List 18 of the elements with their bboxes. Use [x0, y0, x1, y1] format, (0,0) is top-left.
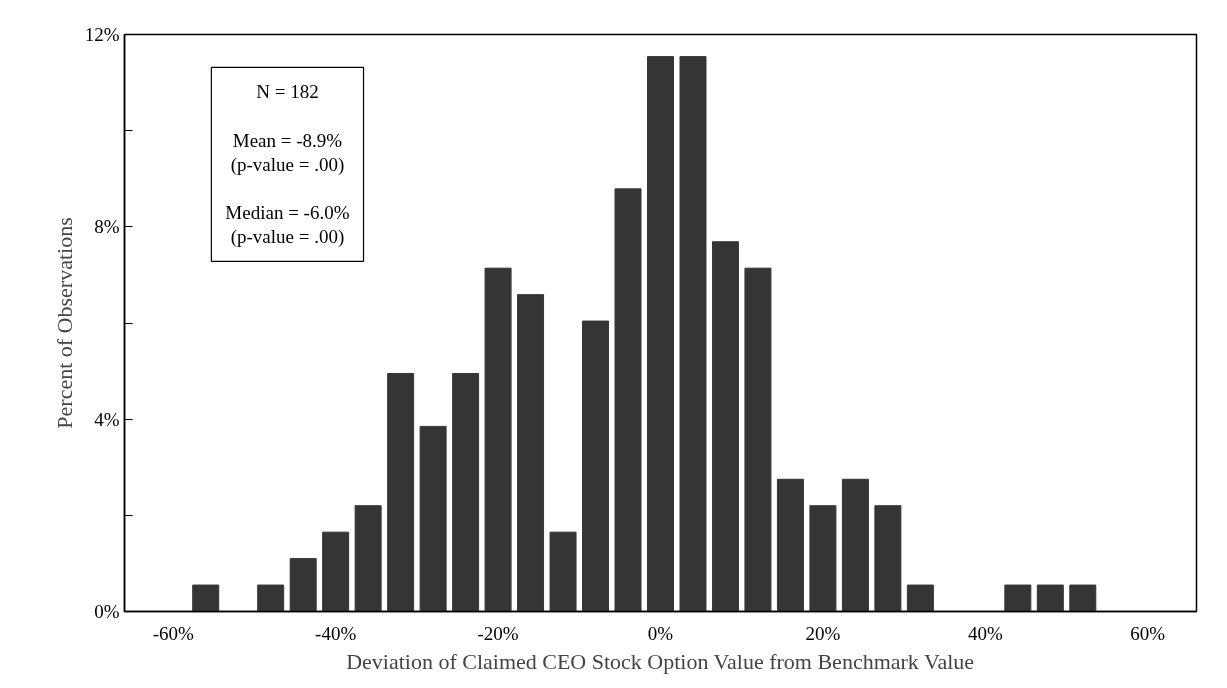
y-tick-label: 0% — [94, 601, 120, 622]
annotation: (p-value = .00) — [230, 226, 345, 249]
y-tick-label: 12% — [84, 24, 120, 45]
x-tick-label: 20% — [805, 622, 841, 644]
annotation: N = 182 — [256, 81, 319, 103]
x-tick-label: 0% — [647, 622, 674, 644]
x-tick-label: -20% — [477, 622, 519, 644]
annotation: Mean = -8.9% — [232, 129, 343, 151]
x-tick-label: -40% — [315, 622, 357, 644]
x-tick-label: 40% — [967, 622, 1003, 644]
x-tick-label: -60% — [152, 622, 194, 644]
x-tick-label: 60% — [1130, 622, 1166, 644]
y-tick-label: 4% — [94, 408, 120, 430]
annotation: (p-value = .00) — [230, 153, 345, 176]
y-axis-title: Percent of Observations — [51, 217, 77, 429]
annotation: Median = -6.0% — [225, 202, 350, 224]
y-tick-label: 8% — [94, 216, 120, 238]
x-axis-title: Deviation of Claimed CEO Stock Option Value from Benchmark Value — [346, 648, 975, 674]
